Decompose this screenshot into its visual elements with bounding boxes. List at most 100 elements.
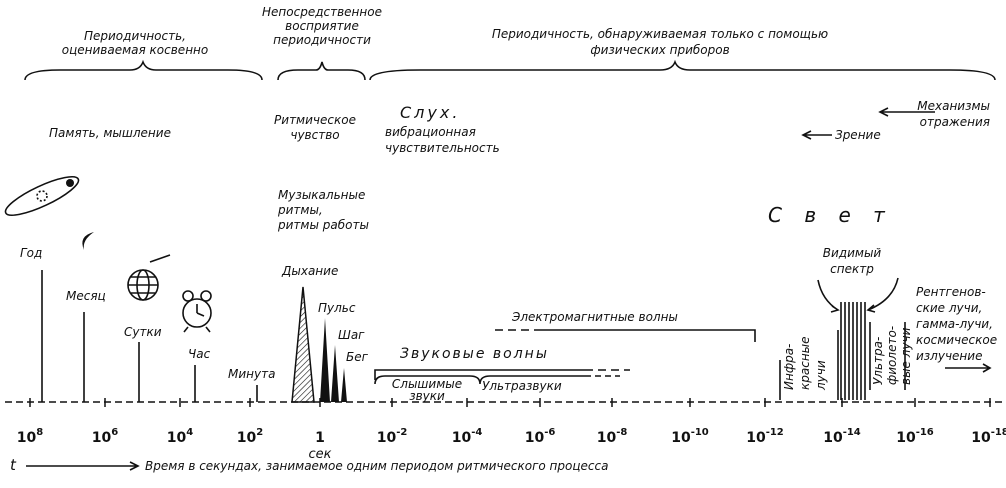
tick-label: 10-12 <box>746 427 784 446</box>
breath-peak <box>291 286 315 403</box>
bracket <box>374 369 585 380</box>
category: Память, мышление <box>49 126 171 140</box>
pulse-peaks <box>320 318 347 402</box>
tick-base: 10 <box>746 430 766 446</box>
tick-label: 1 <box>315 430 325 446</box>
tick-label: 10-16 <box>896 427 934 446</box>
tick-base: 10 <box>525 430 545 446</box>
header-text: периодичности <box>273 33 371 47</box>
tick-label: 10-8 <box>597 427 628 446</box>
tick-label: 10-14 <box>823 427 861 446</box>
wave-label: Электромагнитные волны <box>511 310 678 324</box>
category: вибрационная <box>385 125 476 139</box>
category: Ритмическое <box>274 113 356 127</box>
globe-icon <box>127 254 171 301</box>
bracket <box>869 322 906 390</box>
category: ритмы работы <box>277 218 369 232</box>
header-text: физических приборов <box>590 43 729 57</box>
tick-base: 10 <box>17 430 37 446</box>
tick-exponent: 8 <box>36 427 43 438</box>
tick-base: 10 <box>896 430 916 446</box>
header-text: Периодичность, <box>84 29 186 43</box>
arrow <box>801 130 832 140</box>
header-text: Периодичность, обнаруживаемая только с п… <box>492 27 828 41</box>
wave-label: космическое <box>916 333 997 347</box>
wave-label: излучение <box>916 349 982 363</box>
category: Музыкальные <box>278 188 365 202</box>
bracket <box>374 375 585 385</box>
marker-label: Час <box>188 347 211 361</box>
tick-exponent: -18 <box>991 427 1006 438</box>
tick-exponent: -12 <box>766 427 784 438</box>
marker-label: Пульс <box>318 301 356 315</box>
category: Механизмы <box>917 99 990 113</box>
wave-label: лучи <box>814 360 828 391</box>
tick-exponent: -8 <box>616 427 627 438</box>
tick-label: 102 <box>237 427 263 446</box>
clock-icon <box>182 290 212 333</box>
tick-label: 106 <box>92 427 118 446</box>
tick-label: 104 <box>167 427 193 446</box>
tick-exponent: -4 <box>471 427 482 438</box>
brace <box>369 59 996 81</box>
marker-label: Месяц <box>66 289 106 303</box>
marker-label: Год <box>20 246 42 260</box>
tick-base: 10 <box>167 430 187 446</box>
tick-exponent: 2 <box>256 427 263 438</box>
header-text: Непосредственное <box>262 5 382 19</box>
tick-base: 10 <box>971 430 991 446</box>
category: Слух. <box>400 103 460 122</box>
tick-exponent: -6 <box>544 427 555 438</box>
bracket <box>779 330 839 400</box>
header-text: оцениваемая косвенно <box>62 43 208 57</box>
marker-label: Шаг <box>338 328 365 342</box>
wave-label: Инфра- <box>782 344 796 390</box>
arrow <box>26 461 140 471</box>
tick-exponent: -10 <box>691 427 709 438</box>
category: ритмы, <box>277 203 323 217</box>
wave-label: красные <box>798 336 812 390</box>
tick-exponent: 4 <box>186 427 193 438</box>
axis-variable: t <box>10 456 17 474</box>
wave-label: гамма-лучи, <box>916 317 993 331</box>
tick-base: 10 <box>377 430 397 446</box>
wave-label: Рентгенов- <box>916 285 986 299</box>
wave-label: ские лучи, <box>916 301 982 315</box>
tick-base: 10 <box>452 430 472 446</box>
header-text: восприятие <box>285 19 359 33</box>
axis-caption: Время в секундах, занимаемое одним перио… <box>145 459 608 473</box>
tick-exponent: 6 <box>111 427 118 438</box>
category: Зрение <box>835 128 881 142</box>
wave-label: звуки <box>409 389 445 403</box>
wave-label: Ультразвуки <box>482 379 562 393</box>
marker-label: Бег <box>346 350 369 364</box>
tick-label: 10-6 <box>525 427 556 446</box>
tick-label: 108 <box>17 427 43 446</box>
category: чувство <box>290 128 339 142</box>
moon-icon <box>82 232 94 250</box>
tick-base: 10 <box>597 430 617 446</box>
marker-label: Минута <box>228 367 275 381</box>
tick-exponent: -2 <box>396 427 407 438</box>
category: С в е т <box>768 203 893 227</box>
wave-label: Звуковые волны <box>400 346 549 362</box>
bracket <box>540 329 756 342</box>
category: отражения <box>920 115 990 129</box>
axis-ticks: 108 106 104 102 1 10-2 10-4 10-6 10-8 10-10 10-12 1… <box>17 398 1006 446</box>
category: чувствительность <box>385 141 500 155</box>
tick-label: 10-18 <box>971 427 1006 446</box>
period-line <box>41 270 258 402</box>
marker-label: Дыхание <box>281 264 338 278</box>
wave-label: вые лучи <box>899 327 913 385</box>
wave-label: фиолето- <box>885 326 899 385</box>
wave-label: спектр <box>830 262 874 276</box>
tick-base: 1 <box>315 430 325 446</box>
arrow <box>945 363 992 373</box>
wave-label: Слышимые <box>392 377 462 391</box>
axis-unit: сек <box>309 447 332 462</box>
wave-label: Ультра- <box>871 337 885 385</box>
orbit-icon <box>4 176 80 216</box>
tick-label: 10-4 <box>452 427 483 446</box>
tick-label: 10-10 <box>671 427 709 446</box>
tick-exponent: -14 <box>843 427 861 438</box>
